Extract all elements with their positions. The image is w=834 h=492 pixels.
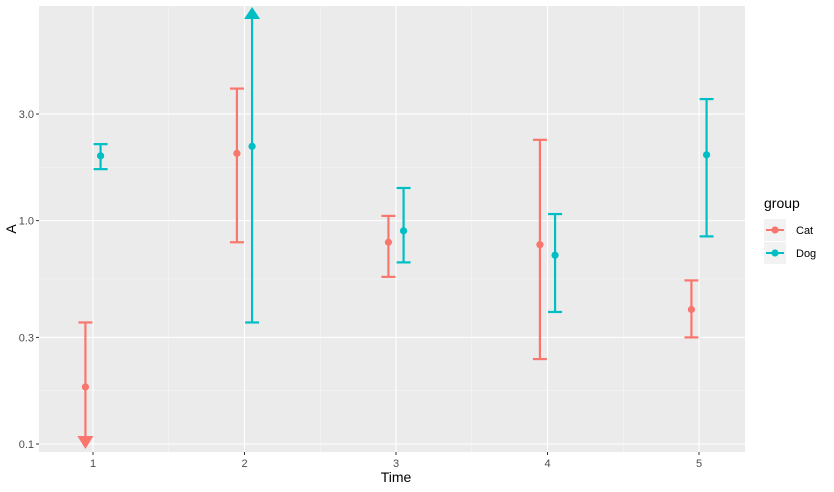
series-cat (77, 87, 699, 449)
major-grid (39, 6, 745, 452)
data-point (233, 149, 241, 157)
x-tick-label: 1 (90, 458, 96, 470)
data-point (399, 227, 408, 235)
y-axis: 0.1 0.3 1.0 3.0 (19, 109, 39, 451)
minor-grid (39, 6, 745, 452)
data-point (96, 152, 105, 160)
data-point (384, 238, 393, 246)
legend-label-dog: Dog (796, 248, 816, 260)
x-axis: 1 2 3 4 5 (90, 452, 702, 470)
legend-title: group (764, 195, 800, 211)
legend-key-point (771, 226, 779, 234)
data-marks (77, 7, 714, 449)
data-point (248, 142, 256, 150)
y-tick-label: 1.0 (19, 216, 34, 228)
legend-key-point (771, 249, 779, 257)
data-point (536, 241, 544, 249)
legend: group Cat Dog (764, 195, 816, 264)
data-point (81, 383, 90, 391)
x-tick-label: 5 (696, 458, 702, 470)
y-tick-label: 3.0 (19, 109, 34, 121)
y-tick-label: 0.3 (19, 332, 34, 344)
x-axis-title: Time (381, 469, 412, 485)
x-tick-label: 4 (544, 458, 550, 470)
y-tick-label: 0.1 (19, 439, 34, 451)
plot-panel (39, 6, 745, 452)
series-dog (93, 7, 714, 324)
x-tick-label: 2 (241, 458, 247, 470)
data-point (551, 251, 559, 259)
truncated-upper-arrow (244, 7, 261, 19)
x-tick-label: 3 (393, 458, 399, 470)
legend-label-cat: Cat (796, 225, 813, 237)
truncated-lower-arrow (77, 436, 94, 449)
y-axis-title: A (3, 224, 19, 234)
data-point (687, 305, 696, 314)
data-point (702, 151, 711, 159)
